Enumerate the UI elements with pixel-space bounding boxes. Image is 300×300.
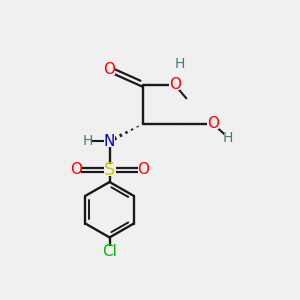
Text: S: S: [104, 161, 115, 179]
FancyBboxPatch shape: [104, 136, 115, 147]
Text: H: H: [223, 130, 233, 145]
FancyBboxPatch shape: [70, 164, 81, 175]
FancyBboxPatch shape: [138, 164, 149, 175]
Text: O: O: [207, 116, 219, 131]
Text: O: O: [137, 163, 149, 178]
Text: Cl: Cl: [102, 244, 117, 259]
Text: O: O: [169, 77, 181, 92]
FancyBboxPatch shape: [224, 133, 232, 142]
FancyBboxPatch shape: [83, 137, 92, 146]
FancyBboxPatch shape: [208, 118, 219, 129]
Text: H: H: [82, 134, 93, 148]
Text: O: O: [103, 62, 116, 77]
FancyBboxPatch shape: [104, 64, 115, 75]
Text: H: H: [174, 57, 184, 71]
Text: N: N: [104, 134, 115, 148]
FancyBboxPatch shape: [103, 164, 116, 176]
FancyBboxPatch shape: [169, 79, 180, 90]
Text: O: O: [70, 163, 82, 178]
FancyBboxPatch shape: [175, 59, 184, 68]
FancyBboxPatch shape: [103, 246, 117, 256]
